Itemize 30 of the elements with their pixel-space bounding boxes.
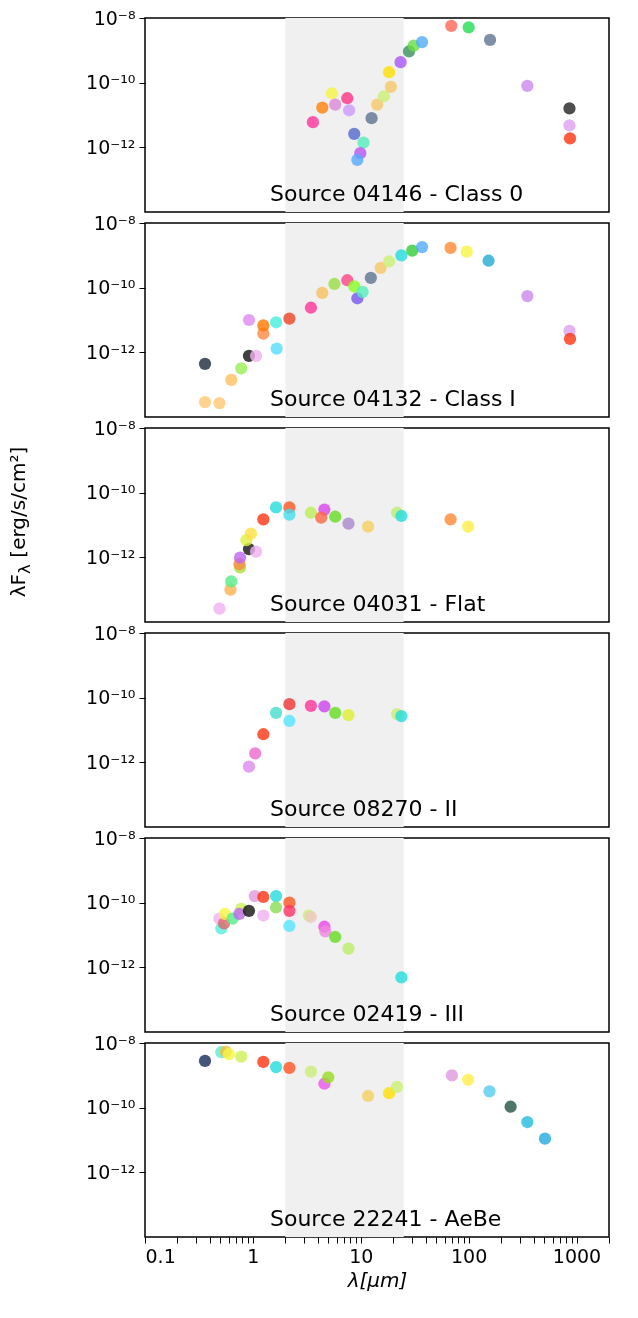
x-axis-title: λ[μm] xyxy=(346,1267,408,1292)
y-tick-label: 10⁻⁸ xyxy=(93,416,136,439)
y-tick-label: 10⁻¹² xyxy=(86,750,136,773)
x-tick-label: 100 xyxy=(451,1244,488,1267)
y-tick-label: 10⁻⁸ xyxy=(93,6,136,29)
annotation: Source 22241 - AeBe xyxy=(270,1206,502,1231)
y-tick-label: 10⁻¹² xyxy=(86,135,136,158)
y-tick-label: 10⁻¹⁰ xyxy=(86,891,136,914)
y-tick-label: 10⁻¹⁰ xyxy=(86,686,136,709)
y-tick-label: 10⁻¹² xyxy=(86,955,136,978)
y-tick-label: 10⁻⁸ xyxy=(93,211,136,234)
y-tick-label: 10⁻⁸ xyxy=(93,826,136,849)
y-tick-label: 10⁻¹⁰ xyxy=(86,481,136,504)
annotation: Source 02419 - III xyxy=(270,1001,464,1026)
y-tick-label: 10⁻⁸ xyxy=(93,621,136,644)
y-tick-label: 10⁻¹² xyxy=(86,1160,136,1183)
y-tick-label: 10⁻¹⁰ xyxy=(86,276,136,299)
y-tick-label: 10⁻⁸ xyxy=(93,1031,136,1054)
y-tick-label: 10⁻¹⁰ xyxy=(86,71,136,94)
x-tick-label: 1000 xyxy=(552,1244,602,1267)
annotation: Source 08270 - II xyxy=(270,796,458,821)
x-tick-label: 1 xyxy=(247,1244,260,1267)
y-tick-label: 10⁻¹² xyxy=(86,340,136,363)
y-tick-label: 10⁻¹² xyxy=(86,545,136,568)
x-tick-label: 0.1 xyxy=(145,1244,176,1267)
y-tick-label: 10⁻¹⁰ xyxy=(86,1096,136,1119)
annotation: Source 04031 - Flat xyxy=(270,591,486,616)
annotation: Source 04146 - Class 0 xyxy=(270,181,524,206)
annotation: Source 04132 - Class I xyxy=(270,386,516,411)
x-tick-label: 10 xyxy=(349,1244,374,1267)
